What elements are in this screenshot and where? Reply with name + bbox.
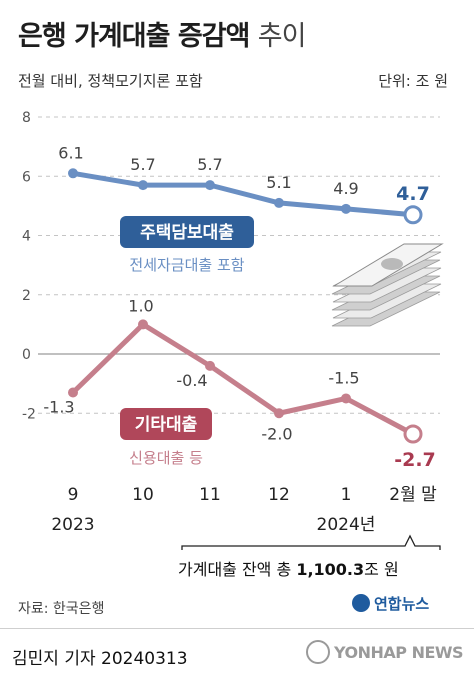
footer-divider (0, 628, 474, 629)
x-tick-label: 9 (68, 485, 79, 505)
series-line (70, 170, 416, 218)
x-tick-label: 2월 말 (389, 485, 437, 505)
chart-subtitle: 전월 대비, 정책모기지론 포함 (18, 72, 203, 90)
balance-suffix: 조 원 (364, 560, 399, 579)
data-point (274, 197, 284, 208)
x-tick-label: 11 (199, 485, 221, 505)
title-main: 은행 가계대출 증감액 (18, 21, 250, 52)
data-point (138, 319, 148, 330)
data-label: 6.1 (58, 143, 83, 162)
data-point (68, 168, 78, 179)
data-point (138, 180, 148, 191)
series-note: 신용대출 등 (129, 449, 203, 467)
series-line (70, 321, 416, 437)
yonhap-logo: 연합뉴스 (352, 593, 429, 614)
data-label: 5.1 (266, 173, 291, 192)
line-chart: 8 6 4 2 0 -2 6.1 5.7 5.7 5.1 4.9 4.7 -1.3 1.0 -0.4 -2.0… (22, 110, 444, 550)
year-label: 2023 (51, 515, 94, 535)
y-tick-label: 6 (22, 169, 31, 185)
y-tick-label: 0 (22, 347, 31, 363)
watermark: YONHAP NEWS (306, 640, 464, 664)
series-name: 기타대출 (135, 415, 198, 435)
data-label: 1.0 (128, 296, 153, 315)
data-point (205, 180, 215, 191)
balance-bracket (181, 534, 441, 550)
x-tick-label: 1 (341, 485, 352, 505)
watermark-text: YONHAP NEWS (334, 643, 464, 662)
y-tick-label: -2 (22, 406, 36, 422)
data-point (205, 360, 215, 371)
year-label: 2024년 (317, 515, 376, 535)
series-label-box (120, 216, 254, 248)
logo-icon (352, 594, 370, 612)
y-tick-label: 2 (22, 288, 31, 304)
x-tick-label: 12 (268, 485, 290, 505)
data-point (341, 203, 351, 214)
data-label: -0.4 (176, 371, 207, 390)
data-label: 4.7 (396, 183, 430, 205)
series-note: 전세자금대출 포함 (129, 256, 244, 274)
data-point (274, 408, 284, 419)
data-label: 4.9 (333, 179, 358, 198)
bill-portrait (381, 258, 403, 270)
endpoint-marker (403, 424, 423, 444)
page-title: 은행 가계대출 증감액 추이 (18, 14, 307, 53)
money-stack-icon (331, 243, 444, 327)
data-label: -2.0 (261, 424, 292, 443)
y-tick-label: 4 (22, 229, 31, 245)
data-label: -1.5 (328, 368, 359, 387)
title-tail: 추이 (257, 21, 307, 52)
series-name: 주택담보대출 (140, 223, 234, 243)
data-label: 5.7 (130, 155, 155, 174)
logo-text: 연합뉴스 (374, 595, 430, 613)
data-point (68, 387, 78, 398)
series-label-box (120, 408, 212, 440)
source-note: 자료: 한국은행 (18, 601, 105, 617)
data-label: 5.7 (197, 155, 222, 174)
watermark-icon (306, 640, 330, 664)
balance-value: 1,100.3 (296, 560, 365, 579)
data-point (341, 393, 351, 404)
endpoint-marker (403, 205, 423, 225)
data-label: -1.3 (43, 398, 74, 417)
balance-note: 가계대출 잔액 총 1,100.3조 원 (178, 556, 399, 580)
byline: 김민지 기자 20240313 (12, 649, 188, 669)
balance-prefix: 가계대출 잔액 총 (178, 560, 297, 579)
y-tick-label: 8 (22, 110, 31, 126)
unit-label: 단위: 조 원 (378, 72, 448, 90)
x-tick-label: 10 (132, 485, 154, 505)
data-label: -2.7 (394, 449, 436, 471)
